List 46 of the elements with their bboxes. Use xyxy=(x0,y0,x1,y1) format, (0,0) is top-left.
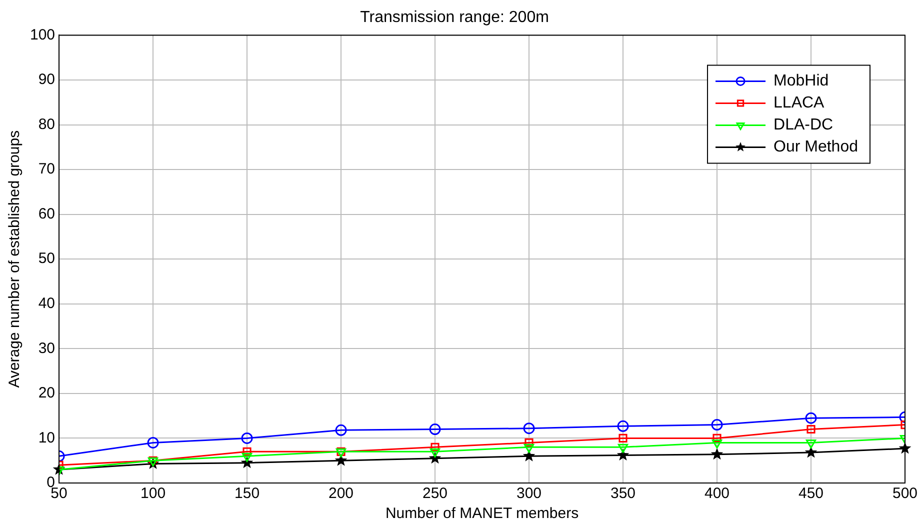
point xyxy=(712,439,722,448)
x-tick-label: 100 xyxy=(140,485,166,502)
y-tick-label: 40 xyxy=(38,295,56,312)
x-axis-title: Number of MANET members xyxy=(385,505,579,522)
point xyxy=(241,432,253,444)
point xyxy=(806,439,816,448)
point xyxy=(430,442,440,452)
legend-label: Our Method xyxy=(774,138,858,156)
point xyxy=(242,447,252,456)
y-tick-label: 70 xyxy=(38,160,56,178)
y-tick-label: 90 xyxy=(38,71,56,88)
legend-label: MobHid xyxy=(774,72,829,90)
point xyxy=(523,422,535,434)
y-tick-label: 60 xyxy=(38,205,56,222)
point xyxy=(618,444,628,453)
x-tick-label: 250 xyxy=(422,485,448,502)
point xyxy=(711,419,723,431)
x-tick-label: 300 xyxy=(516,485,542,502)
point xyxy=(429,424,441,436)
y-tick-label: 50 xyxy=(38,250,56,268)
x-tick-label: 150 xyxy=(234,485,260,502)
y-tick-label: 30 xyxy=(38,340,56,357)
point xyxy=(335,424,347,436)
point xyxy=(524,438,534,447)
point xyxy=(618,434,628,443)
point xyxy=(805,412,817,424)
point xyxy=(430,448,440,458)
x-tick-label: 500 xyxy=(892,485,918,502)
point xyxy=(617,420,629,432)
y-tick-label: 100 xyxy=(30,26,56,44)
x-tick-label: 400 xyxy=(704,485,730,502)
y-tick-label: 20 xyxy=(38,384,56,402)
y-tick-label: 80 xyxy=(38,116,56,133)
legend-label: LLACA xyxy=(774,94,825,112)
x-tick-label: 450 xyxy=(798,485,824,502)
y-axis-title: Average number of established groups xyxy=(6,130,24,388)
point xyxy=(712,434,722,443)
point xyxy=(147,436,159,448)
point xyxy=(806,424,816,434)
point xyxy=(242,452,252,462)
y-tick-label: 10 xyxy=(38,429,56,446)
point xyxy=(524,444,534,453)
legend-label: DLA-DC xyxy=(774,116,834,134)
chart-title: Transmission range: 200m xyxy=(360,9,549,26)
x-tick-label: 200 xyxy=(328,485,354,502)
x-tick-label: 350 xyxy=(610,485,636,502)
